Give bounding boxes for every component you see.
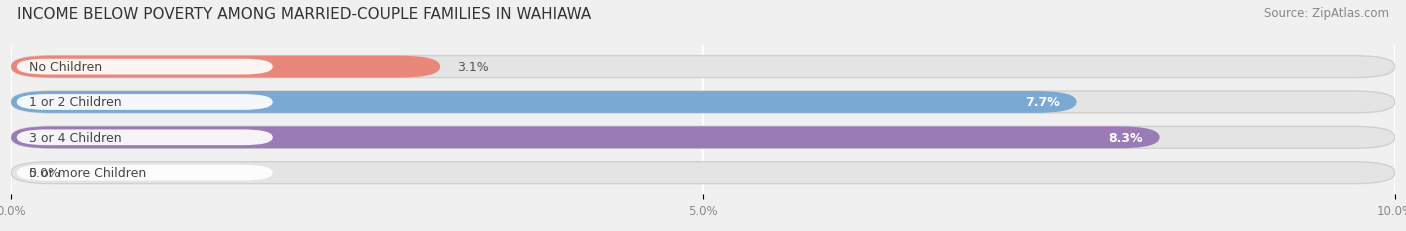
FancyBboxPatch shape (11, 92, 1395, 113)
Text: 7.7%: 7.7% (1025, 96, 1060, 109)
FancyBboxPatch shape (11, 92, 1077, 113)
Text: Source: ZipAtlas.com: Source: ZipAtlas.com (1264, 7, 1389, 20)
Text: 3 or 4 Children: 3 or 4 Children (30, 131, 122, 144)
Text: 1 or 2 Children: 1 or 2 Children (30, 96, 122, 109)
FancyBboxPatch shape (17, 165, 273, 181)
FancyBboxPatch shape (17, 95, 273, 110)
Text: 5 or more Children: 5 or more Children (30, 167, 146, 179)
FancyBboxPatch shape (11, 56, 1395, 78)
Text: No Children: No Children (30, 61, 103, 74)
FancyBboxPatch shape (11, 127, 1395, 149)
FancyBboxPatch shape (17, 59, 273, 75)
Text: 3.1%: 3.1% (457, 61, 488, 74)
FancyBboxPatch shape (11, 162, 1395, 184)
Text: 8.3%: 8.3% (1108, 131, 1143, 144)
FancyBboxPatch shape (11, 56, 440, 78)
FancyBboxPatch shape (11, 127, 1160, 149)
Text: INCOME BELOW POVERTY AMONG MARRIED-COUPLE FAMILIES IN WAHIAWA: INCOME BELOW POVERTY AMONG MARRIED-COUPL… (17, 7, 591, 22)
FancyBboxPatch shape (17, 130, 273, 146)
Text: 0.0%: 0.0% (28, 167, 60, 179)
